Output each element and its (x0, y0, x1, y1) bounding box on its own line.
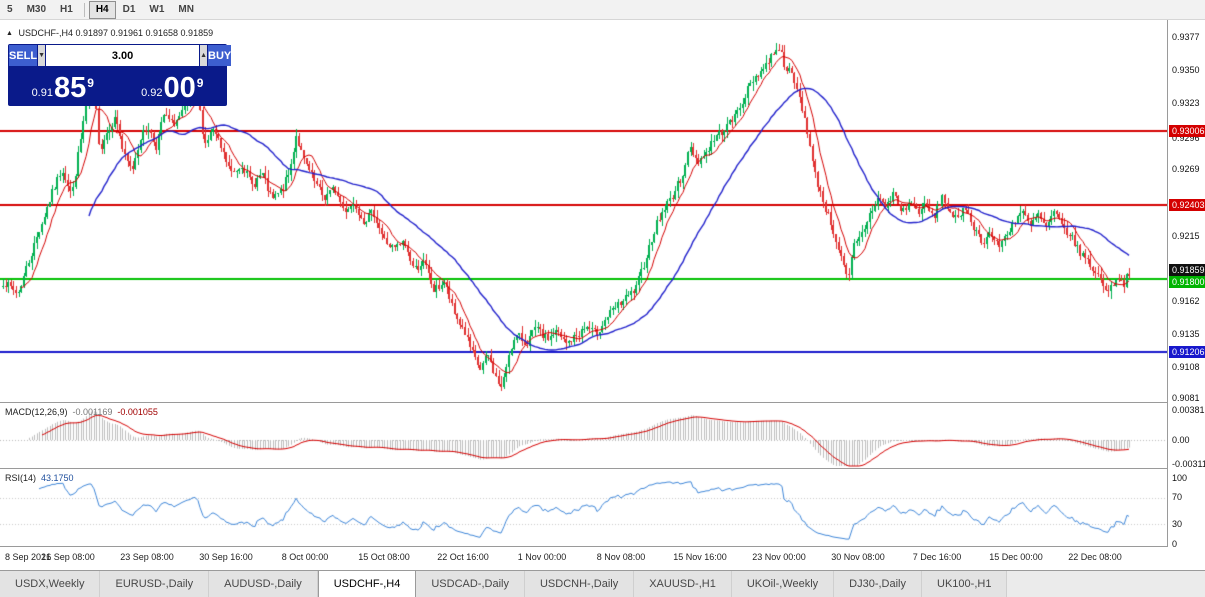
time-axis[interactable]: 8 Sep 2021 16 Sep 08:00 23 Sep 08:00 30 Sep… (0, 547, 1167, 569)
period-button-mn[interactable]: MN (178, 4, 194, 15)
price-badge: 0.92403 (1169, 199, 1205, 211)
time-axis-label: 23 Nov 00:00 (752, 552, 806, 562)
price-badge: 0.91859 (1169, 264, 1205, 276)
axis-label: -0.00311 (1172, 459, 1205, 469)
axis-label: 0.9377 (1172, 32, 1200, 42)
axis-label: 0.9269 (1172, 164, 1200, 174)
chart-window: ▲ USDCHF-,H4 0.91897 0.91961 0.91658 0.9… (0, 20, 1205, 570)
price-axis[interactable]: 0.9377 0.9350 0.9323 0.9296 0.9269 0.9215 0.91… (1167, 20, 1205, 549)
macd-name: MACD(12,26,9) (5, 407, 68, 417)
price-badge: 0.93006 (1169, 125, 1205, 137)
sell-button[interactable]: SELL (9, 45, 38, 66)
time-axis-label: 7 Dec 16:00 (912, 552, 962, 562)
axis-label: 100 (1172, 473, 1188, 483)
macd-label: MACD(12,26,9) -0.001169 -0.001055 (5, 407, 158, 417)
axis-label: 70 (1172, 492, 1183, 502)
time-axis-label: 15 Dec 00:00 (989, 552, 1043, 562)
sell-price-prefix: 0.91 (31, 87, 53, 99)
buy-price[interactable]: 0.92 00 9 (119, 67, 227, 105)
chart-tab-bar: USDX,Weekly EURUSD-,Daily AUDUSD-,Daily USD… (0, 570, 1205, 597)
period-button-5[interactable]: 5 (7, 4, 13, 15)
chart-tab-ukoil-weekly[interactable]: UKOil-,Weekly (731, 571, 835, 597)
one-click-trading-panel: SELL ▼ ▲ BUY 0.91 85 9 0.92 00 9 (8, 44, 232, 106)
axis-label: 0.9296 (1172, 133, 1200, 143)
sell-price-sup: 9 (87, 76, 94, 90)
axis-label: 0.9081 (1172, 393, 1200, 403)
axis-label: 0.00 (1172, 435, 1190, 445)
period-button-h4[interactable]: H4 (88, 0, 116, 19)
rsi-indicator-canvas[interactable] (0, 469, 1167, 546)
time-axis-label: 22 Dec 08:00 (1068, 552, 1122, 562)
time-axis-label: 8 Sep 2021 (4, 552, 52, 562)
axis-label: 30 (1172, 519, 1183, 529)
sell-price[interactable]: 0.91 85 9 (9, 67, 117, 105)
tab-bar-filler (1007, 571, 1205, 597)
chart-tab-usdcnh-daily[interactable]: USDCNH-,Daily (524, 571, 635, 597)
rsi-value: 43.1750 (41, 473, 74, 483)
time-axis-label: 8 Nov 08:00 (596, 552, 646, 562)
volume-increase-button[interactable]: ▲ (200, 45, 207, 66)
time-axis-label: 22 Oct 16:00 (437, 552, 489, 562)
chart-tab-dj30-daily[interactable]: DJ30-,Daily (834, 571, 923, 597)
pane-separator[interactable] (0, 402, 1205, 403)
period-toolbar: 5 M30 H1 H4 D1 W1 MN (0, 0, 1205, 20)
axis-label: 0.9350 (1172, 65, 1200, 75)
axis-label: 0.9323 (1172, 98, 1200, 108)
collapse-one-click-icon[interactable]: ▲ (6, 30, 13, 37)
chart-tab-xauusd-h1[interactable]: XAUUSD-,H1 (634, 571, 732, 597)
axis-label: 0.9135 (1172, 329, 1200, 339)
chart-title: ▲ USDCHF-,H4 0.91897 0.91961 0.91658 0.9… (6, 28, 213, 38)
volume-input[interactable] (46, 45, 200, 66)
time-axis-label: 16 Sep 08:00 (41, 552, 95, 562)
period-button-d1[interactable]: D1 (122, 4, 136, 15)
axis-label: 0.9162 (1172, 296, 1200, 306)
price-badge: 0.91800 (1169, 276, 1205, 288)
buy-price-prefix: 0.92 (141, 87, 163, 99)
time-axis-label: 15 Nov 16:00 (673, 552, 727, 562)
chart-tab-usdx-weekly[interactable]: USDX,Weekly (0, 571, 101, 597)
period-button-w1[interactable]: W1 (149, 4, 165, 15)
rsi-name: RSI(14) (5, 473, 37, 483)
time-axis-label: 23 Sep 08:00 (120, 552, 174, 562)
axis-label: 0.9215 (1172, 231, 1200, 241)
axis-label: 0 (1172, 539, 1178, 549)
chart-tab-audusd-daily[interactable]: AUDUSD-,Daily (209, 571, 318, 597)
buy-price-big: 00 (163, 72, 196, 104)
buy-button[interactable]: BUY (208, 45, 232, 66)
time-axis-label: 1 Nov 00:00 (517, 552, 567, 562)
macd-indicator-canvas[interactable] (0, 403, 1167, 468)
sell-price-big: 85 (53, 72, 87, 104)
macd-signal-value: -0.001055 (117, 407, 158, 417)
chart-ohlc-text: USDCHF-,H4 0.91897 0.91961 0.91658 0.918… (18, 28, 214, 38)
time-axis-label: 15 Oct 08:00 (358, 552, 410, 562)
time-axis-label: 30 Nov 08:00 (831, 552, 885, 562)
rsi-label: RSI(14) 43.1750 (5, 473, 74, 483)
chart-tab-usdchf-h4[interactable]: USDCHF-,H4 (317, 571, 417, 597)
time-axis-label: 30 Sep 16:00 (199, 552, 253, 562)
toolbar-divider (83, 2, 85, 17)
pane-separator[interactable] (0, 468, 1205, 469)
price-badge: 0.91206 (1169, 346, 1205, 358)
period-button-m30[interactable]: M30 (26, 4, 47, 15)
buy-price-sup: 9 (196, 76, 204, 90)
volume-decrease-button[interactable]: ▼ (38, 45, 46, 66)
period-button-h1[interactable]: H1 (60, 4, 73, 15)
axis-label: 0.00381 (1172, 405, 1205, 415)
chart-tab-uk100-h1[interactable]: UK100-,H1 (922, 571, 1008, 597)
chart-tab-usdcad-daily[interactable]: USDCAD-,Daily (416, 571, 525, 597)
time-axis-label: 8 Oct 00:00 (281, 552, 329, 562)
pane-separator[interactable] (0, 546, 1205, 547)
macd-main-value: -0.001169 (72, 407, 113, 417)
axis-label: 0.9108 (1172, 362, 1200, 372)
chart-tab-eurusd-daily[interactable]: EURUSD-,Daily (100, 571, 210, 597)
